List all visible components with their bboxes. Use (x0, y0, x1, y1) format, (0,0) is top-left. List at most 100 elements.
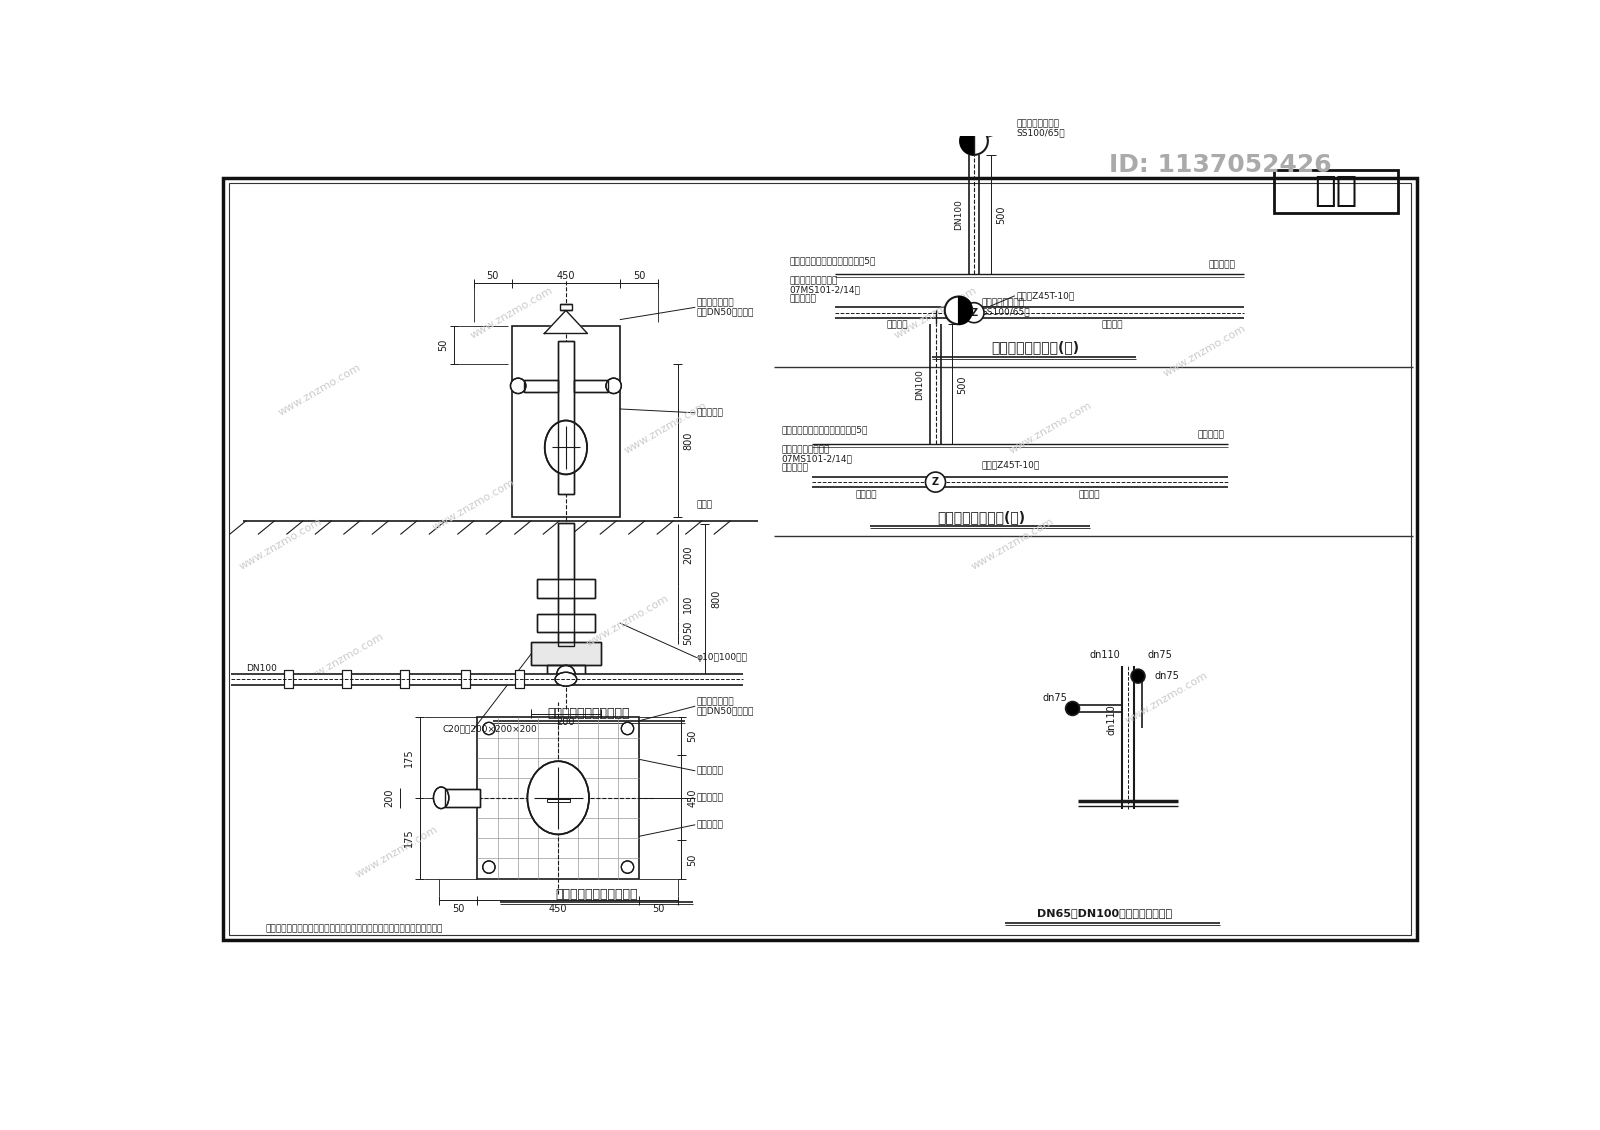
Text: dn75: dn75 (1147, 650, 1173, 660)
Text: 07MS101-2/14页: 07MS101-2/14页 (789, 285, 861, 294)
Bar (558, 523, 574, 646)
Bar (224, 177, 1416, 940)
Text: www.znzmo.com: www.znzmo.com (469, 285, 555, 340)
Text: www.znzmo.com: www.znzmo.com (1162, 323, 1248, 379)
Text: 新开三通: 新开三通 (1078, 490, 1101, 499)
Bar (285, 670, 293, 688)
Bar (515, 670, 525, 688)
Text: www.znzmo.com: www.znzmo.com (970, 516, 1056, 572)
Bar (536, 579, 595, 598)
Text: 450: 450 (549, 904, 568, 914)
Circle shape (925, 472, 946, 492)
Text: www.znzmo.com: www.znzmo.com (1008, 400, 1094, 455)
Bar (536, 614, 595, 633)
Bar (1274, 171, 1397, 212)
Text: 50: 50 (683, 620, 693, 633)
Text: Z: Z (971, 307, 978, 318)
Text: DN100: DN100 (954, 200, 963, 231)
Circle shape (621, 722, 634, 735)
Text: www.znzmo.com: www.znzmo.com (622, 400, 709, 455)
Text: DN100: DN100 (915, 368, 925, 400)
Ellipse shape (544, 420, 587, 475)
Bar (531, 642, 600, 666)
Polygon shape (544, 311, 587, 333)
Text: 50: 50 (634, 271, 645, 280)
Text: Z: Z (931, 477, 939, 487)
Text: ID: 1137052426: ID: 1137052426 (1109, 153, 1331, 177)
Text: 500: 500 (957, 375, 968, 393)
Bar (445, 789, 480, 807)
Circle shape (483, 861, 494, 873)
Circle shape (963, 303, 984, 323)
Text: 500: 500 (995, 206, 1006, 224)
Text: 闸阀（Z45T-10）: 闸阀（Z45T-10） (982, 461, 1040, 470)
Text: 管道伸缩器: 管道伸缩器 (781, 463, 808, 472)
Text: www.znzmo.com: www.znzmo.com (584, 593, 670, 649)
Text: 50: 50 (653, 904, 664, 914)
Text: DN65改DN100消火栓安装大样图: DN65改DN100消火栓安装大样图 (1037, 909, 1173, 919)
Text: www.znzmo.com: www.znzmo.com (299, 632, 386, 687)
Text: 200: 200 (557, 716, 574, 727)
Text: 给水主管: 给水主管 (886, 321, 907, 330)
Bar (536, 614, 595, 633)
Bar (558, 341, 574, 494)
Text: 砖砌圆形立式闸阀井: 砖砌圆形立式闸阀井 (789, 276, 837, 285)
Text: 100: 100 (683, 594, 693, 612)
Bar (400, 670, 410, 688)
Text: dn75: dn75 (1043, 694, 1067, 704)
Bar (342, 670, 350, 688)
Text: 注：防护栏表面应作镀锌防腐防锈处理，外刷红丹防锈漆两道及面漆两道。: 注：防护栏表面应作镀锌防腐防锈处理，外刷红丹防锈漆两道及面漆两道。 (266, 924, 443, 933)
Text: 知末: 知末 (1314, 174, 1357, 208)
Bar (512, 325, 619, 516)
Text: 室外消火栓距阀门井距离不小于5米: 室外消火栓距阀门井距离不小于5米 (781, 425, 867, 434)
Circle shape (1066, 702, 1080, 715)
Text: 采用DN50钢管制作: 采用DN50钢管制作 (698, 706, 754, 715)
Text: 新开三通: 新开三通 (1102, 321, 1123, 330)
Bar (547, 666, 586, 683)
Bar (574, 380, 608, 392)
Text: www.znzmo.com: www.znzmo.com (238, 516, 325, 572)
Text: 刷红色面漆: 刷红色面漆 (698, 408, 723, 417)
Text: 800: 800 (710, 590, 722, 608)
Text: 450: 450 (686, 789, 698, 807)
Bar (531, 642, 600, 666)
Text: 200: 200 (384, 789, 395, 807)
Bar (523, 380, 558, 392)
Text: 采用DN50钢管制作: 采用DN50钢管制作 (698, 307, 754, 316)
Text: 消火栓安装大样图(二): 消火栓安装大样图(二) (938, 510, 1026, 523)
Ellipse shape (434, 786, 450, 809)
Circle shape (621, 861, 634, 873)
Bar (547, 666, 586, 683)
Text: www.znzmo.com: www.znzmo.com (1123, 670, 1210, 725)
Text: 钢制消火栓护栏: 钢制消火栓护栏 (698, 697, 734, 706)
Bar (461, 670, 470, 688)
Circle shape (606, 379, 621, 393)
Text: C20砼，200×200×200: C20砼，200×200×200 (443, 724, 538, 733)
Text: 50: 50 (683, 632, 693, 644)
Bar (547, 799, 570, 802)
Text: 车行道: 车行道 (698, 501, 714, 510)
Circle shape (557, 666, 574, 684)
Text: 50: 50 (686, 853, 698, 866)
Text: 室外消火栓距阀门井距离不小于5米: 室外消火栓距阀门井距离不小于5米 (789, 255, 875, 264)
Text: 钢制消火栓护栏: 钢制消火栓护栏 (698, 298, 734, 307)
Text: SS100/65型: SS100/65型 (982, 307, 1030, 316)
Circle shape (960, 128, 987, 155)
Circle shape (483, 722, 494, 735)
Text: www.znzmo.com: www.znzmo.com (354, 824, 440, 879)
Ellipse shape (528, 762, 589, 834)
Text: www.znzmo.com: www.znzmo.com (430, 478, 517, 533)
Bar (558, 523, 574, 646)
Bar (515, 670, 525, 688)
Text: 砖砌圆形立式闸阀井: 砖砌圆形立式闸阀井 (781, 445, 830, 454)
Text: 管道伸缩器: 管道伸缩器 (789, 294, 816, 303)
Text: 消火栓安装大样图(一): 消火栓安装大样图(一) (992, 340, 1080, 355)
Text: www.znzmo.com: www.znzmo.com (277, 362, 363, 417)
Text: 50: 50 (686, 730, 698, 742)
Text: 室外地上式消火栓: 室外地上式消火栓 (1016, 120, 1059, 129)
Text: dn75: dn75 (1155, 671, 1179, 681)
Text: dn110: dn110 (1106, 705, 1117, 736)
Text: 800: 800 (683, 432, 693, 450)
Text: 室外地上式消火栓: 室外地上式消火栓 (982, 298, 1024, 307)
Circle shape (510, 379, 526, 393)
